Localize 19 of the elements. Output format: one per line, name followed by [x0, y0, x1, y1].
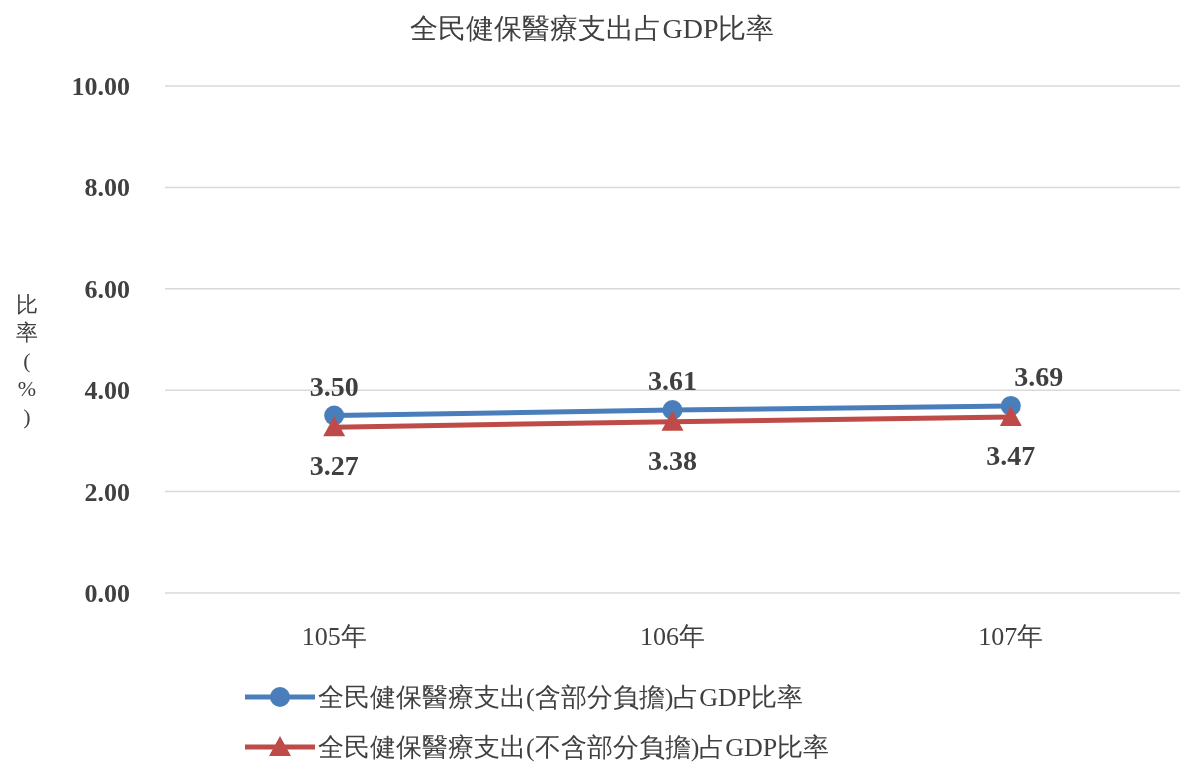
- y-tick-label: 4.00: [84, 376, 130, 406]
- legend-label: 全民健保醫療支出(不含部分負擔)占GDP比率: [318, 733, 830, 762]
- x-tick-label: 106年: [640, 622, 705, 651]
- data-label: 3.61: [648, 364, 697, 396]
- x-tick-label: 107年: [978, 622, 1044, 651]
- y-tick-label: 0.00: [84, 579, 130, 608]
- data-label: 3.38: [648, 444, 697, 476]
- legend-label: 全民健保醫療支出(含部分負擔)占GDP比率: [318, 683, 804, 712]
- x-tick-label: 105年: [301, 622, 367, 651]
- y-axis-title: 比率(%): [16, 292, 38, 429]
- y-tick-label: 8.00: [84, 173, 130, 203]
- y-tick-label: 2.00: [84, 477, 130, 507]
- data-label: 3.27: [309, 450, 359, 482]
- y-tick-label: 6.00: [84, 274, 130, 304]
- data-label: 3.47: [986, 440, 1036, 472]
- chart-title: 全民健保醫療支出占GDP比率: [410, 13, 775, 44]
- data-label: 3.69: [1014, 360, 1064, 392]
- y-tick-label: 10.00: [71, 72, 130, 101]
- data-label: 3.50: [309, 370, 359, 402]
